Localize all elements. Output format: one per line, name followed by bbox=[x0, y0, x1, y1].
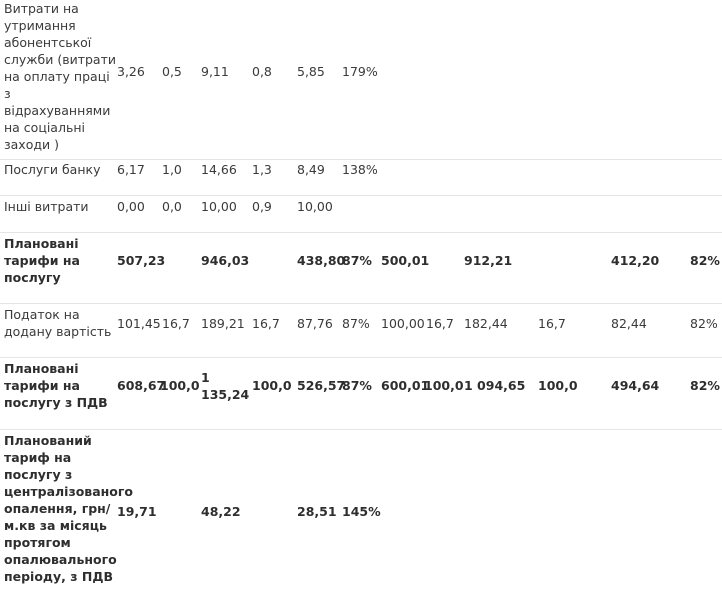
cell-c2: 100,0 bbox=[160, 378, 200, 393]
cell-c4: 1,3 bbox=[252, 162, 272, 177]
cell-c11: 412,20 bbox=[611, 253, 660, 268]
cell-c1: 19,71 bbox=[117, 504, 157, 519]
cell-c9: 912,21 bbox=[464, 253, 513, 268]
row-label: Послуги банку bbox=[4, 162, 101, 177]
table-row: Плановані тарифи на послугу 507,23 946,0… bbox=[0, 232, 722, 304]
table-row: Витрати на утримання абонентської служби… bbox=[0, 0, 722, 160]
cell-c5: 5,85 bbox=[297, 64, 325, 79]
cell-c3: 946,03 bbox=[201, 253, 250, 268]
row-label: Витрати на утримання абонентської служби… bbox=[4, 1, 116, 152]
cell-c8: 100,0 bbox=[424, 378, 464, 393]
cell-c11: 82,44 bbox=[611, 316, 647, 331]
cell-c12: 82% bbox=[690, 253, 720, 268]
cell-c6: 87% bbox=[342, 316, 370, 331]
cell-c2: 1,0 bbox=[162, 162, 182, 177]
cell-c1: 6,17 bbox=[117, 162, 145, 177]
table-row: Плановані тарифи на послугу з ПДВ 608,67… bbox=[0, 357, 722, 430]
table-row: Планований тариф на послугу з централізо… bbox=[0, 429, 722, 596]
table-row: Інші витрати 0,00 0,0 10,00 0,9 10,00 bbox=[0, 195, 722, 233]
row-label: Інші витрати bbox=[4, 199, 89, 214]
cell-c8: 16,7 bbox=[426, 316, 454, 331]
cell-c12: 82% bbox=[690, 378, 720, 393]
cell-c11: 494,64 bbox=[611, 378, 660, 393]
cell-c4: 16,7 bbox=[252, 316, 280, 331]
cell-c3: 1 135,24 bbox=[201, 370, 250, 402]
cell-c9: 182,44 bbox=[464, 316, 508, 331]
cell-c7: 100,00 bbox=[381, 316, 425, 331]
cell-c4: 0,8 bbox=[252, 64, 272, 79]
cell-c2: 0,5 bbox=[162, 64, 182, 79]
cell-c2: 16,7 bbox=[162, 316, 190, 331]
table-row: Податок на додану вартість 101,45 16,7 1… bbox=[0, 303, 722, 358]
cell-c3: 14,66 bbox=[201, 162, 237, 177]
cell-c3: 189,21 bbox=[201, 316, 245, 331]
cell-c7: 500,01 bbox=[381, 253, 430, 268]
cell-c9: 1 094,65 bbox=[464, 378, 526, 393]
cell-c10: 16,7 bbox=[538, 316, 566, 331]
cell-c5: 28,51 bbox=[297, 504, 337, 519]
cell-c4: 100,0 bbox=[252, 378, 292, 393]
cell-c6: 145% bbox=[342, 504, 381, 519]
cell-c5: 10,00 bbox=[297, 199, 333, 214]
cell-c1: 3,26 bbox=[117, 64, 145, 79]
cell-c4: 0,9 bbox=[252, 199, 272, 214]
row-label: Податок на додану вартість bbox=[4, 307, 112, 339]
cell-c7: 600,01 bbox=[381, 378, 430, 393]
cell-c6: 138% bbox=[342, 162, 378, 177]
cell-c1: 101,45 bbox=[117, 316, 161, 331]
cell-c12: 82% bbox=[690, 316, 718, 331]
table-row: Послуги банку 6,17 1,0 14,66 1,3 8,49 13… bbox=[0, 159, 722, 196]
cell-c3: 9,11 bbox=[201, 64, 229, 79]
cell-c6: 179% bbox=[342, 64, 378, 79]
cell-c1: 507,23 bbox=[117, 253, 166, 268]
row-label: Плановані тарифи на послугу з ПДВ bbox=[4, 361, 108, 410]
cell-c6: 87% bbox=[342, 253, 372, 268]
cell-c3: 48,22 bbox=[201, 504, 241, 519]
cell-c5: 438,80 bbox=[297, 253, 346, 268]
cell-c10: 100,0 bbox=[538, 378, 578, 393]
cell-c1: 608,67 bbox=[117, 378, 166, 393]
row-label: Планований тариф на послугу з централізо… bbox=[4, 433, 133, 584]
cell-c5: 526,57 bbox=[297, 378, 346, 393]
cell-c6: 87% bbox=[342, 378, 372, 393]
row-label: Плановані тарифи на послугу bbox=[4, 236, 80, 285]
cell-c2: 0,0 bbox=[162, 199, 182, 214]
cell-c3: 10,00 bbox=[201, 199, 237, 214]
cell-c5: 87,76 bbox=[297, 316, 333, 331]
cell-c5: 8,49 bbox=[297, 162, 325, 177]
cell-c1: 0,00 bbox=[117, 199, 145, 214]
